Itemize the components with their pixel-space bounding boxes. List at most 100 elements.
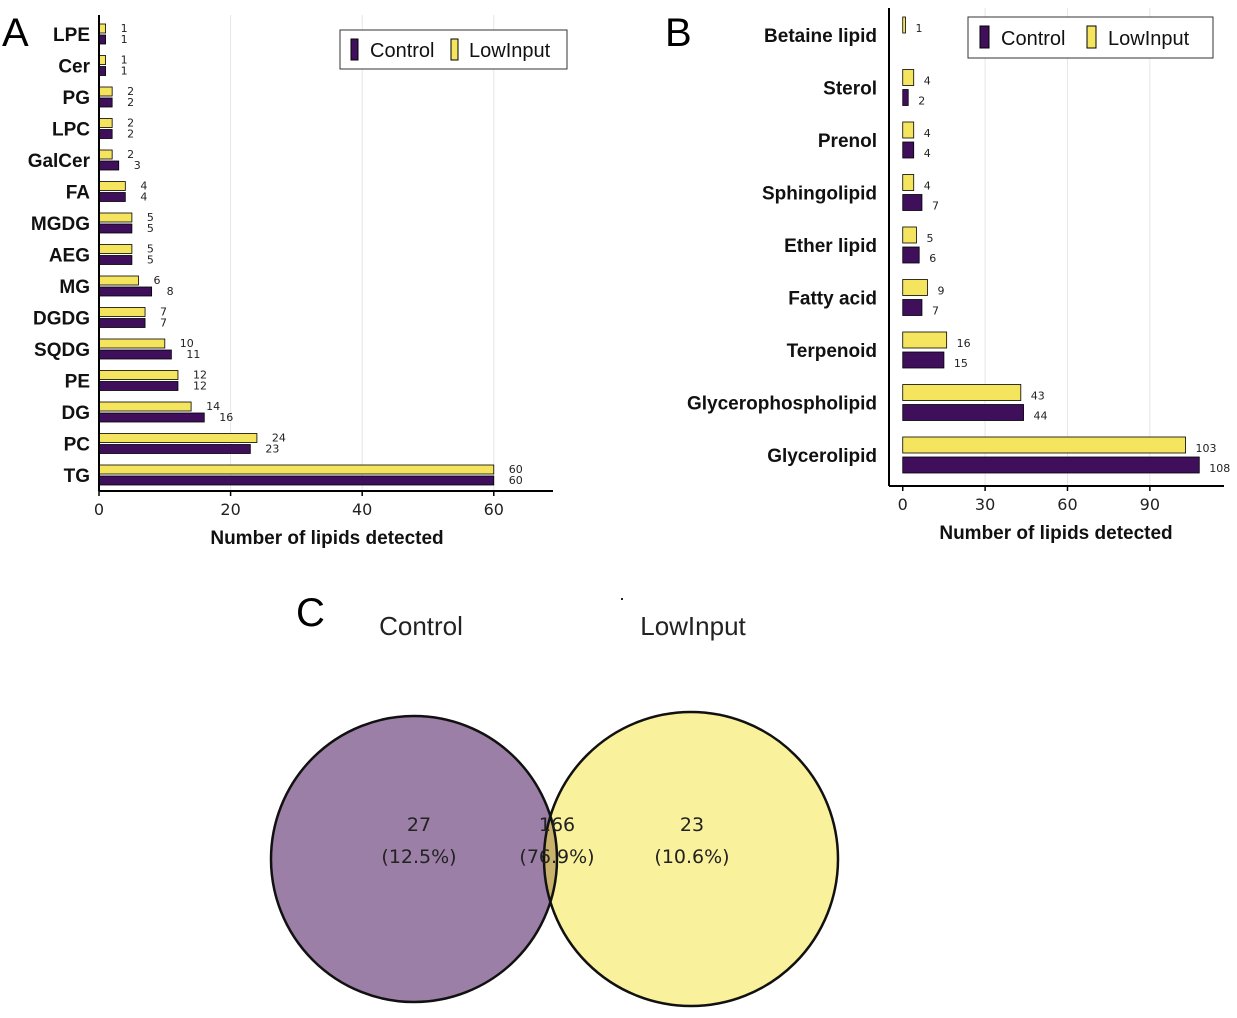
panel-b-value-label-control: 6 [929, 252, 936, 265]
panel-a-bar-control [98, 160, 120, 171]
panel-a-value-label-control: 1 [121, 65, 128, 78]
panel-a-value-label-control: 23 [265, 443, 279, 456]
panel-b-value-label-lowinput: 9 [937, 285, 944, 298]
panel-a-bar-control [98, 192, 126, 202]
panel-a-category-label: DGDG [33, 309, 90, 330]
panel-a-bar-lowinput [98, 86, 113, 97]
panel-a-value-label-control: 8 [167, 285, 174, 298]
panel-b-bar-control [902, 456, 1200, 474]
panel-a-value-label-control: 60 [509, 474, 523, 487]
panel-a-value-label-control: 5 [147, 254, 154, 267]
panel-c-venn: C Control LowInput 27 (12.5%) 166 (76.9%… [269, 591, 840, 1008]
panel-b-value-label-lowinput: 16 [957, 337, 971, 350]
panel-a-bar-lowinput [98, 118, 113, 128]
panel-b-bar-control [902, 404, 1024, 421]
panel-a-value-label-control: 5 [147, 222, 154, 235]
panel-a-x-tick-label: 0 [94, 500, 104, 519]
panel-a-value-label-lowinput: 2 [127, 148, 134, 161]
panel-a-value-label-lowinput: 12 [193, 369, 207, 382]
panel-a-value-label-lowinput: 6 [153, 274, 160, 287]
panel-a-bar-lowinput [98, 275, 139, 286]
panel-b-value-label-lowinput: 5 [926, 232, 933, 245]
panel-a-bar-lowinput [98, 433, 258, 443]
venn-lowinput-only-pct: (10.6%) [654, 846, 729, 868]
panel-a-category-label: MGDG [31, 214, 90, 235]
panel-a-bar-lowinput [98, 181, 126, 191]
panel-b-bar-lowinput [902, 121, 915, 139]
panel-b-bar-lowinput [902, 16, 906, 34]
panel-a-category-label: TG [64, 466, 90, 487]
panel-b-legend-control-label: Control [1001, 28, 1065, 50]
panel-a-bar-lowinput [98, 464, 495, 475]
panel-b-value-label-control: 2 [918, 95, 925, 108]
panel-b-x-tick-label: 0 [898, 495, 908, 514]
panel-a-value-label-lowinput: 60 [509, 463, 523, 476]
panel-a-category-label: GalCer [28, 151, 91, 172]
panel-a-value-label-lowinput: 24 [272, 432, 286, 445]
panel-b-value-label-lowinput: 4 [924, 75, 931, 88]
panel-b-x-tick-label: 90 [1140, 495, 1160, 514]
panel-b-category-label: Terpenoid [787, 341, 877, 362]
panel-b-value-label-control: 44 [1034, 410, 1048, 423]
venn-lowinput-outline [542, 710, 840, 1008]
panel-a-value-label-lowinput: 2 [127, 117, 134, 130]
panel-a-category-label: LPE [53, 25, 90, 46]
panel-a-bar-lowinput [98, 149, 113, 160]
panel-a-value-label-control: 12 [193, 380, 207, 393]
panel-c-letter: C [296, 591, 325, 635]
panel-b-bar-lowinput [902, 436, 1186, 454]
panel-b-value-label-lowinput: 43 [1031, 390, 1045, 403]
panel-a-category-label: LPC [52, 120, 90, 141]
panel-c-dot-mark [621, 598, 623, 600]
panel-a-x-tick-label: 60 [484, 500, 504, 519]
panel-b-bar-lowinput [902, 226, 917, 244]
panel-a-value-label-control: 3 [134, 159, 141, 172]
panel-b-bar-control [902, 194, 923, 211]
panel-b-bar-control [902, 141, 915, 159]
panel-b-bar-control [902, 299, 923, 316]
panel-a-category-label: DG [62, 403, 91, 424]
panel-a-x-tick-label: 40 [352, 500, 372, 519]
panel-b-value-label-control: 15 [954, 357, 968, 370]
venn-intersection-count: 166 [539, 814, 575, 836]
panel-a-x-axis-title: Number of lipids detected [210, 528, 443, 549]
panel-a-category-label: FA [66, 183, 91, 204]
panel-a-legend-control-label: Control [370, 40, 434, 62]
panel-a-bar-lowinput [98, 338, 166, 349]
panel-a-bar-control [98, 97, 113, 108]
panel-b-category-label: Glycerophospholipid [687, 394, 877, 415]
venn-control-outline [269, 714, 559, 1004]
panel-a-category-label: SQDG [34, 340, 90, 361]
panel-a-legend-control-swatch [350, 38, 359, 61]
panel-a-value-label-control: 4 [140, 191, 147, 204]
panel-b-bar-control [902, 89, 909, 106]
panel-a-bar-control [98, 255, 133, 265]
panel-a-category-label: AEG [49, 246, 90, 267]
panel-a-value-label-control: 2 [127, 96, 134, 109]
panel-b-legend-lowinput-label: LowInput [1108, 28, 1190, 50]
panel-b-value-label-lowinput: 4 [924, 180, 931, 193]
panel-a-value-label-lowinput: 2 [127, 85, 134, 98]
panel-a-value-label-lowinput: 1 [121, 54, 128, 67]
panel-b-bar-control [902, 351, 945, 369]
panel-a-value-label-lowinput: 5 [147, 211, 154, 224]
panel-a-value-label-lowinput: 7 [160, 306, 167, 319]
panel-a-bar-lowinput [98, 401, 192, 412]
panel-b-bar-lowinput [902, 279, 928, 296]
panel-a-value-label-control: 7 [160, 317, 167, 330]
panel-b-axes: 0 30 60 90 [888, 8, 1224, 514]
panel-b-bar-control [902, 246, 920, 264]
panel-b-value-label-lowinput: 103 [1196, 442, 1217, 455]
panel-a-bar-control [98, 381, 179, 391]
venn-lowinput-circle [544, 712, 838, 1006]
panel-b-category-label: Sphingolipid [762, 184, 877, 205]
panel-a-value-label-lowinput: 4 [140, 180, 147, 193]
panel-a-bar-lowinput [98, 370, 179, 380]
panel-a-category-label: MG [59, 277, 90, 298]
panel-b-bar-lowinput [902, 174, 915, 191]
panel-a-value-label-lowinput: 5 [147, 243, 154, 256]
panel-a-bar-control [98, 318, 146, 328]
panel-b-category-label: Betaine lipid [764, 26, 877, 47]
